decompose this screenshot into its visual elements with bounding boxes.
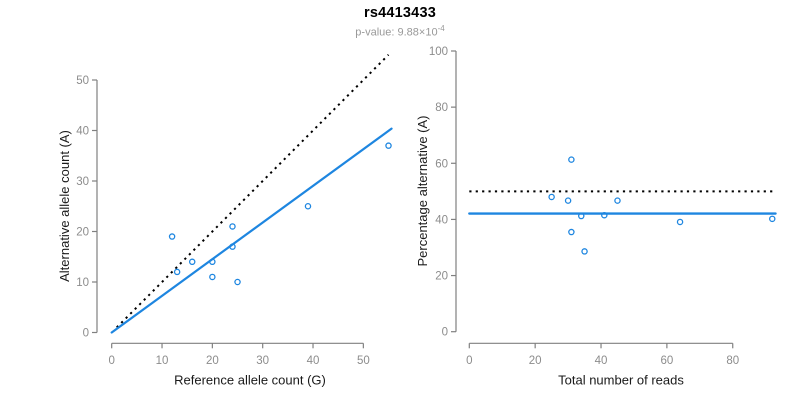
x-axis-label: Reference allele count (G) [174,373,326,388]
y-tick-label: 80 [435,102,448,114]
x-tick-label: 80 [726,355,739,367]
data-point [229,223,236,230]
x-tick-label: 60 [660,355,673,367]
data-point [568,156,575,163]
figure-header: rs4413433 p-value: 9.88×10-4 [0,4,800,40]
pvalue-subtitle: p-value: 9.88×10-4 [0,22,800,40]
x-tick-label: 50 [357,355,370,367]
data-point [614,197,621,204]
y-tick-label: 100 [429,46,448,58]
y-tick-label: 20 [435,271,448,283]
data-point [564,197,572,204]
data-point [578,212,585,220]
data-point [568,228,575,236]
right-plot: 0 20 40 60 80 100 0 20 40 60 80 Total number of rea… [415,46,777,388]
pvalue-exponent: -4 [437,24,445,33]
data-point [676,218,684,226]
y-tick-label: 0 [83,328,89,340]
data-point [581,248,588,255]
data-point [209,273,216,281]
y-tick-label: 10 [76,277,89,289]
y-tick-label: 40 [435,214,448,226]
left-plot: 0 10 20 30 40 50 0 10 20 30 40 50 Reference allele c… [57,54,393,388]
data-point [209,258,216,266]
identity-line [116,54,390,329]
x-tick-label: 40 [595,355,608,367]
y-tick-label: 60 [435,158,448,170]
y-tick-label: 40 [76,126,89,138]
y-tick-label: 20 [76,227,89,239]
x-tick-label: 20 [529,355,542,367]
x-tick-label: 30 [256,355,269,367]
y-tick-label: 50 [76,75,89,87]
x-tick-label: 40 [307,355,320,367]
data-point [234,278,241,286]
y-tick-label: 0 [442,327,448,339]
y-axis-label: Alternative allele count (A) [57,130,72,282]
data-point [173,268,181,276]
data-point [769,215,776,223]
x-tick-label: 10 [156,355,169,367]
data-point [168,233,176,240]
x-axis-label: Total number of reads [558,373,684,388]
data-point [548,193,555,201]
y-tick-label: 30 [76,176,89,188]
pvalue-text: p-value: 9.88×10 [355,26,438,39]
x-tick-label: 20 [206,355,219,367]
data-point [601,211,608,219]
x-tick-label: 0 [108,355,114,367]
figure-title: rs4413433 [364,5,436,21]
data-point [304,202,312,210]
data-point [188,258,196,266]
data-point [229,243,236,250]
x-tick-label: 0 [466,355,472,367]
fit-line [110,127,393,334]
y-axis-label: Percentage alternative (A) [415,115,430,266]
data-point [385,142,392,149]
